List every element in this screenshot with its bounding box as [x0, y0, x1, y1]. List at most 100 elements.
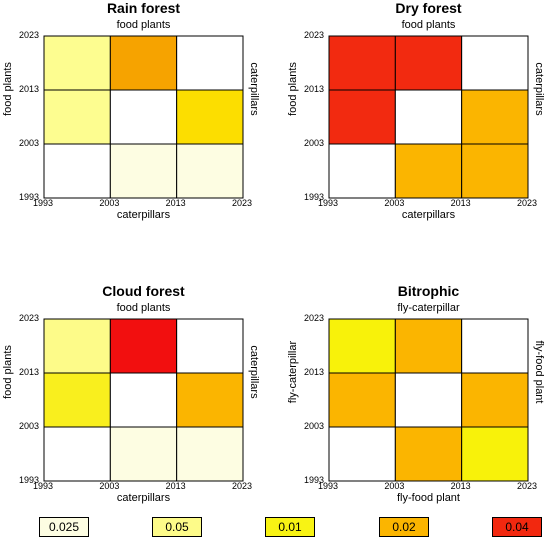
y-tick-label: 1993: [19, 192, 40, 202]
grid-border: [328, 35, 529, 199]
heatmap-cell: [328, 372, 396, 428]
heatmap-cell: [176, 89, 244, 145]
legend-item: 0.04: [492, 517, 542, 537]
x-tick-label: 2023: [517, 198, 538, 208]
legend-item: 0.02: [379, 517, 429, 537]
heatmap-cell: [109, 35, 178, 91]
panel-title: Rain forest: [106, 0, 181, 16]
left-axis-label: fly-caterpillar: [287, 340, 299, 404]
y-tick-label: 2023: [304, 313, 325, 323]
legend-label: 0.04: [505, 520, 529, 534]
y-tick-label: 2023: [304, 30, 325, 40]
bottom-axis-label: caterpillars: [401, 209, 456, 221]
bottom-axis-label: fly-food plant: [397, 492, 460, 504]
legend-item: 0.025: [39, 517, 89, 537]
x-tick-label: 2003: [99, 481, 120, 491]
x-tick-label: 2003: [384, 198, 405, 208]
y-tick-label: 1993: [19, 475, 40, 485]
x-tick-label: 2023: [517, 481, 538, 491]
heatmap-cell: [394, 372, 463, 428]
heatmap-cell: [461, 426, 529, 482]
panel-title: Dry forest: [395, 0, 462, 16]
heatmap-cell: [43, 318, 111, 374]
x-tick-label: 2003: [384, 481, 405, 491]
grid-border: [43, 35, 244, 199]
top-axis-label: food plants: [116, 302, 171, 314]
x-tick-label: 2023: [232, 198, 253, 208]
heatmap-cell: [176, 35, 244, 91]
heatmap-cell: [176, 143, 244, 199]
right-axis-label: caterpillars: [248, 345, 260, 399]
heatmap-cell: [176, 372, 244, 428]
heatmap-cell: [461, 89, 529, 145]
x-tick-label: 1993: [318, 481, 339, 491]
right-axis-label: caterpillars: [248, 62, 260, 116]
panel-title: Bitrophic: [397, 283, 460, 299]
heatmap-cell: [328, 426, 396, 482]
top-axis-label: food plants: [401, 19, 456, 31]
heatmap-cell: [461, 35, 529, 91]
legend-item: 0.01: [265, 517, 315, 537]
heatmap-grid: [43, 318, 244, 482]
heatmap-cell: [43, 89, 111, 145]
heatmap-cell: [176, 426, 244, 482]
left-axis-label: food plants: [2, 345, 14, 399]
right-axis-label: caterpillars: [533, 62, 545, 116]
y-tick-label: 2013: [304, 367, 325, 377]
heatmap-grid: [328, 318, 529, 482]
heatmap-cell: [43, 143, 111, 199]
y-tick-label: 1993: [304, 475, 325, 485]
heatmap-cell: [43, 426, 111, 482]
heatmap-cell: [328, 318, 396, 374]
left-axis-label: food plants: [2, 62, 14, 116]
heatmap-cell: [109, 318, 178, 374]
legend-label: 0.05: [165, 520, 189, 534]
y-tick-label: 2013: [19, 84, 40, 94]
x-tick-label: 2013: [165, 481, 186, 491]
y-tick-label: 1993: [304, 192, 325, 202]
heatmap-cell: [328, 35, 396, 91]
legend-item: 0.05: [152, 517, 202, 537]
heatmap-cell: [43, 372, 111, 428]
y-tick-label: 2003: [19, 421, 40, 431]
bottom-axis-label: caterpillars: [116, 492, 171, 504]
heatmap-cell: [394, 318, 463, 374]
top-axis-label: fly-caterpillar: [397, 302, 460, 314]
y-tick-label: 2023: [19, 313, 40, 323]
y-tick-label: 2013: [304, 84, 325, 94]
panel-title: Cloud forest: [102, 283, 185, 299]
heatmap-grid: [328, 35, 529, 199]
x-tick-label: 2013: [165, 198, 186, 208]
grid-border: [43, 318, 244, 482]
heatmap-cell: [109, 89, 178, 145]
heatmap-cell: [394, 89, 463, 145]
heatmap-cell: [461, 372, 529, 428]
x-tick-label: 1993: [33, 198, 54, 208]
heatmap-cell: [394, 426, 463, 482]
left-axis-label: food plants: [287, 62, 299, 116]
heatmap-cell: [109, 143, 178, 199]
legend-label: 0.01: [278, 520, 302, 534]
heatmap-cell: [394, 35, 463, 91]
y-tick-label: 2003: [304, 421, 325, 431]
top-axis-label: food plants: [116, 19, 171, 31]
legend-label: 0.02: [392, 520, 416, 534]
grid-border: [328, 318, 529, 482]
bottom-axis-label: caterpillars: [116, 209, 171, 221]
heatmap-cell: [394, 143, 463, 199]
heatmap-grid: [43, 35, 244, 199]
heatmap-cell: [109, 426, 178, 482]
heatmap-cell: [109, 372, 178, 428]
heatmap-cell: [328, 143, 396, 199]
y-tick-label: 2003: [304, 138, 325, 148]
x-tick-label: 2013: [450, 481, 471, 491]
x-tick-label: 2003: [99, 198, 120, 208]
x-tick-label: 1993: [318, 198, 339, 208]
heatmap-cell: [328, 89, 396, 145]
heatmap-cell: [43, 35, 111, 91]
x-tick-label: 2013: [450, 198, 471, 208]
x-tick-label: 1993: [33, 481, 54, 491]
heatmap-cell: [176, 318, 244, 374]
right-axis-label: fly-food plant: [533, 340, 545, 404]
